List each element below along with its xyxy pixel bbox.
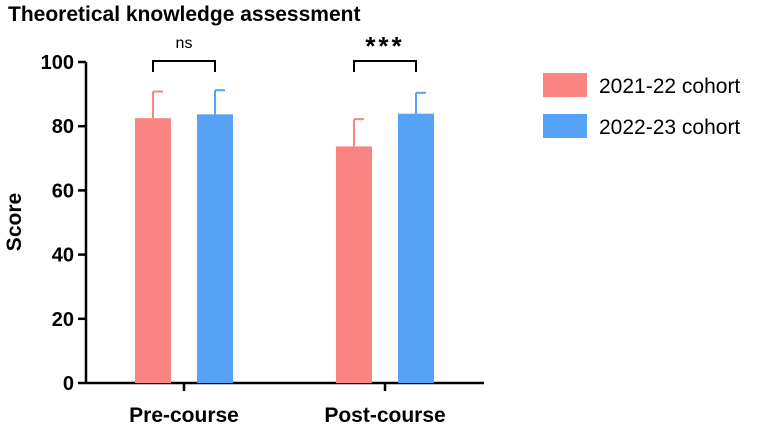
error-bars [152, 89, 426, 147]
legend: 2021-22 cohort 2022-23 cohort [543, 73, 740, 139]
legend-swatch [543, 114, 587, 138]
significance-label: ns [176, 35, 193, 52]
significance-bracket [353, 60, 417, 72]
bar [135, 118, 171, 384]
y-tick-label: 0 [63, 373, 74, 395]
y-axis-label: Score [3, 193, 26, 251]
bars [135, 113, 434, 384]
y-axis: 0 20 40 60 80 100 [41, 52, 88, 395]
legend-label: 2021-22 cohort [599, 75, 740, 98]
bar [398, 113, 434, 383]
legend-swatch [543, 73, 587, 97]
x-axis: Pre-course Post-course [85, 381, 484, 427]
significance-label: *** [365, 31, 404, 61]
y-tick-label: 40 [52, 245, 74, 267]
y-tick-label: 60 [52, 180, 74, 202]
y-tick-label: 80 [52, 116, 74, 138]
y-tick-label: 20 [52, 309, 74, 331]
x-tick-label: Pre-course [129, 404, 239, 427]
chart-title: Theoretical knowledge assessment [8, 3, 360, 26]
significance-annotations: ns *** [152, 31, 417, 72]
significance-bracket [152, 60, 216, 72]
x-tick-label: Post-course [324, 404, 445, 427]
legend-label: 2022-23 cohort [599, 116, 740, 139]
y-tick-label: 100 [41, 52, 74, 74]
bar [197, 114, 233, 383]
bar [336, 146, 372, 383]
